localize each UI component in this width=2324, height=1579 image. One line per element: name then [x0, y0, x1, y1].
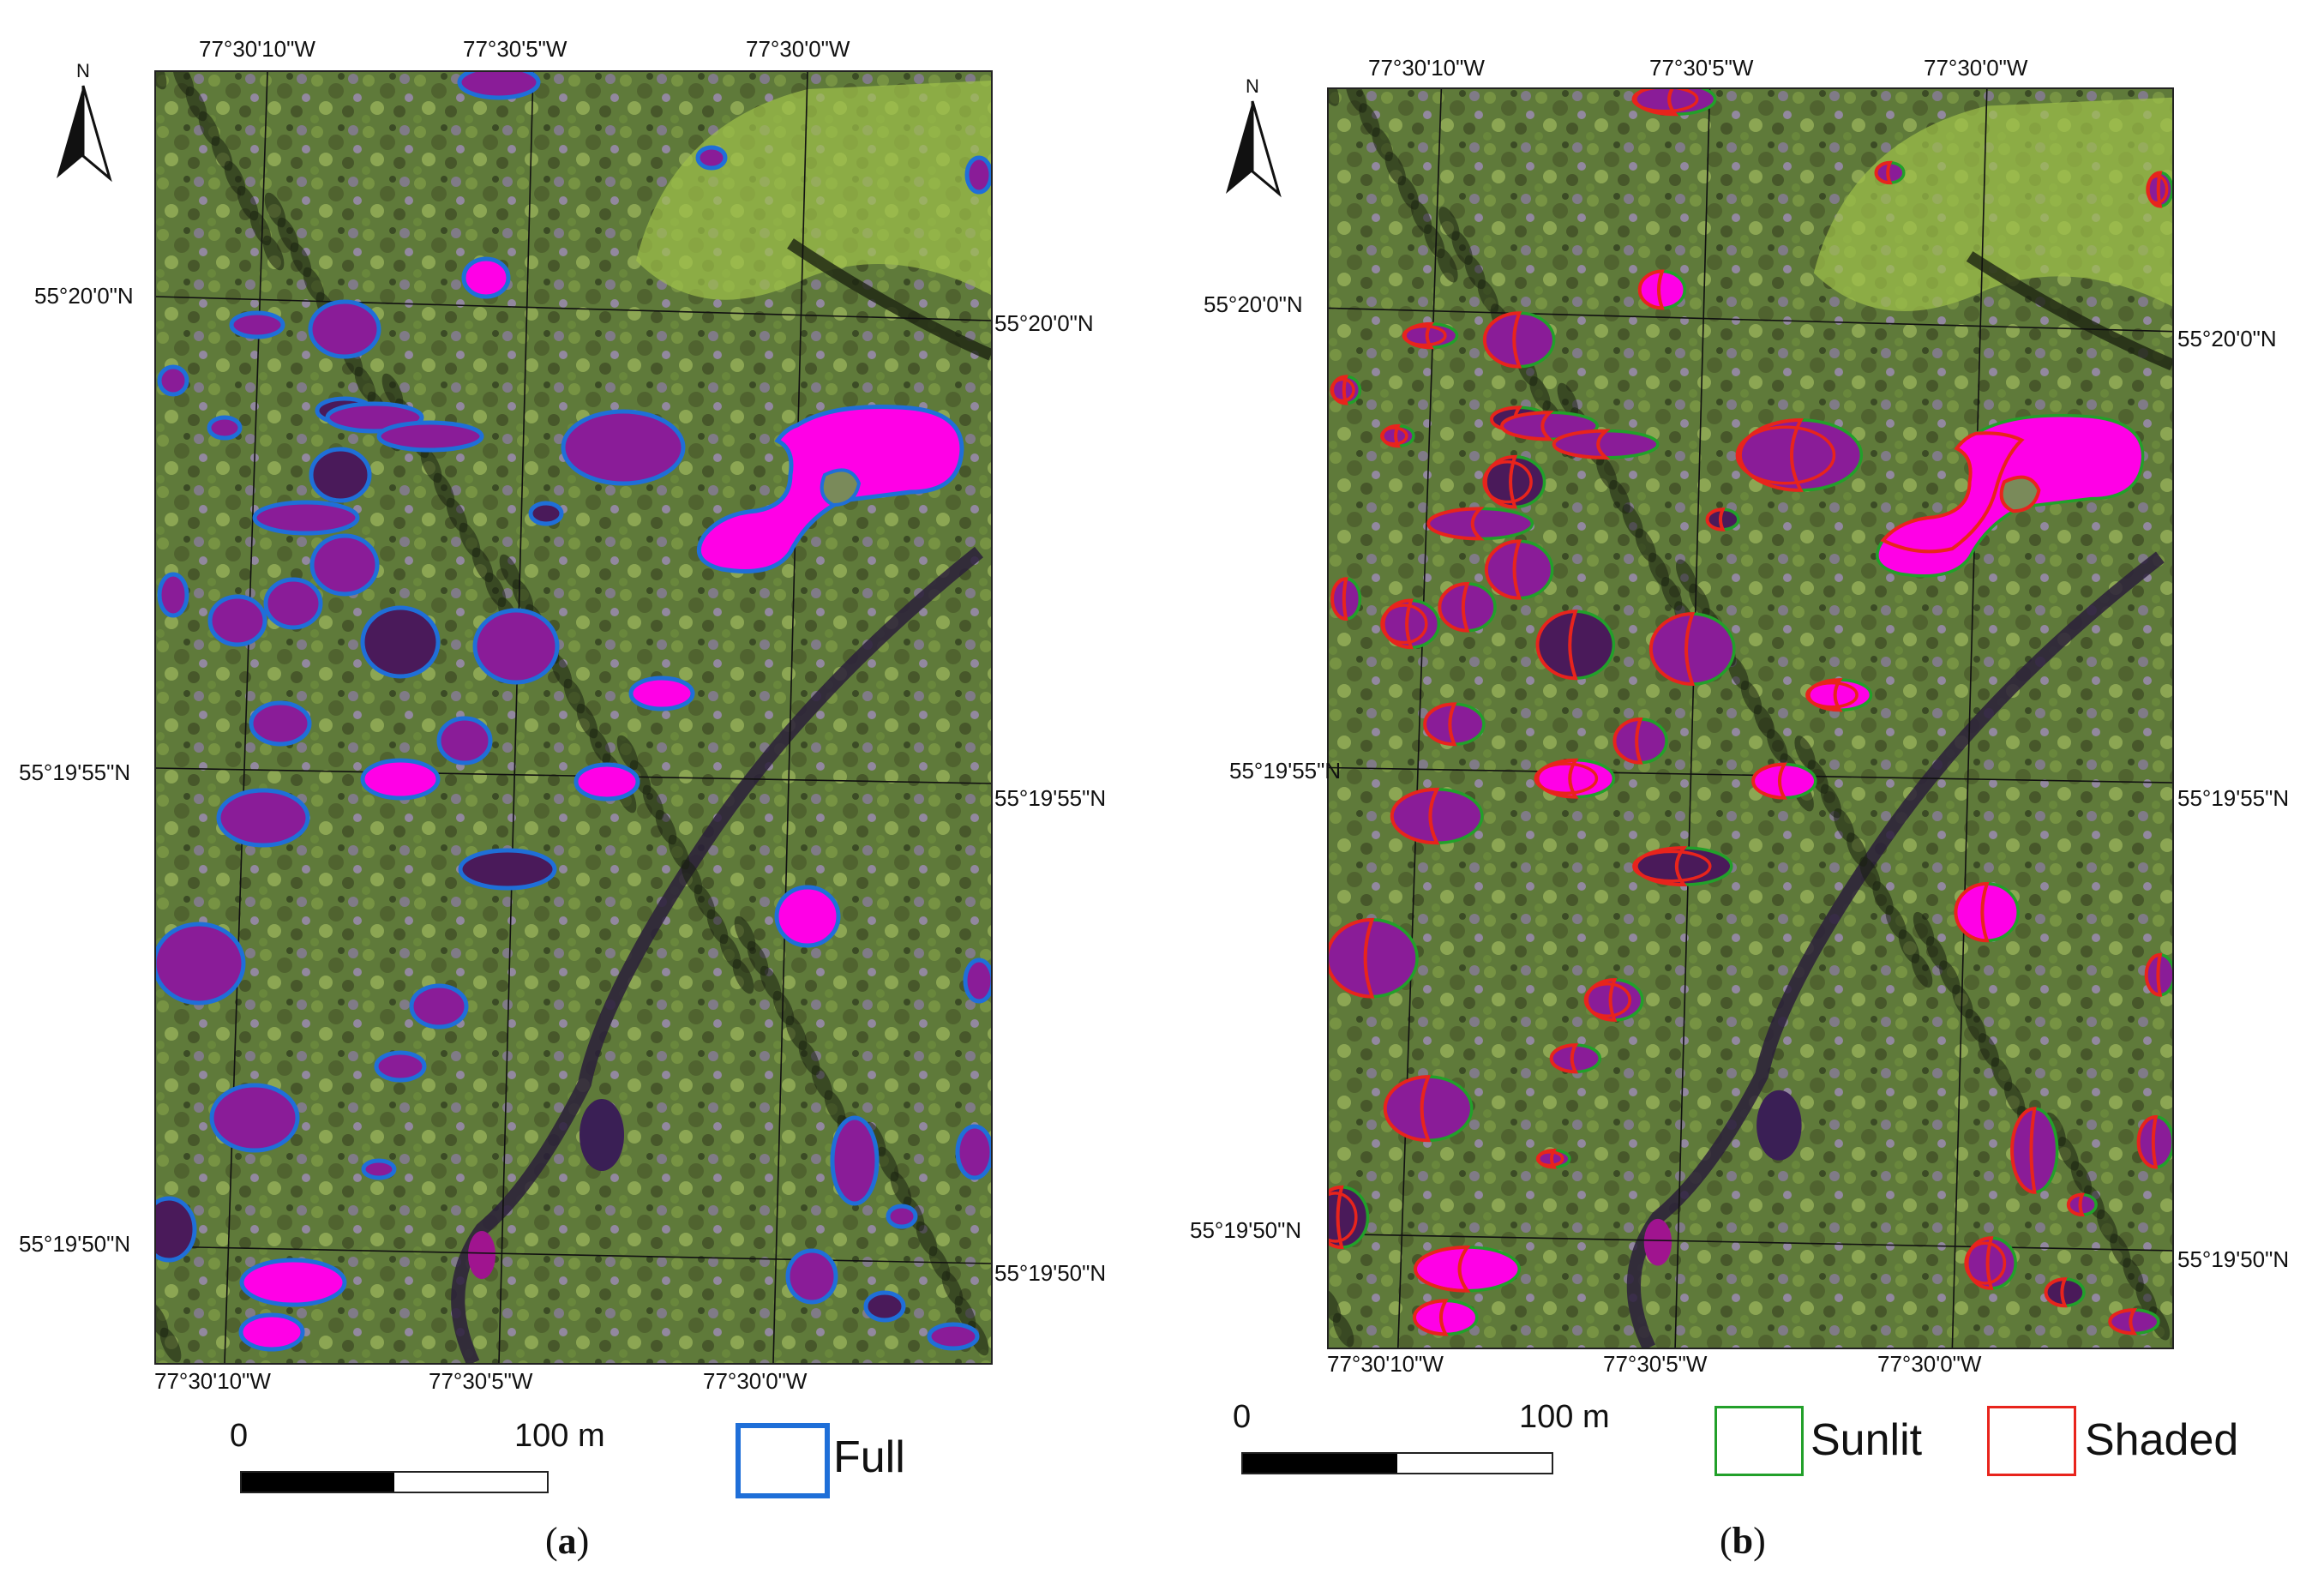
left-lat-label: 55°20'0"N	[1204, 291, 1303, 317]
top-lon-label: 77°30'10"W	[199, 36, 315, 62]
left-lat-label: 55°19'55"N	[19, 759, 131, 785]
scale-end-label: 100 m	[1519, 1399, 1610, 1435]
top-lon-label: 77°30'0"W	[746, 36, 850, 62]
legend-swatch-full	[736, 1423, 830, 1498]
map-b[interactable]	[1327, 87, 2174, 1349]
bottom-lon-label: 77°30'10"W	[1327, 1351, 1444, 1377]
right-lat-label: 55°19'50"N	[994, 1260, 1107, 1286]
scale-start-label: 0	[1233, 1399, 1252, 1435]
map-b-image	[1329, 89, 2172, 1348]
right-lat-label: 55°19'50"N	[2177, 1246, 2290, 1272]
caption-a: (a)	[545, 1520, 590, 1562]
left-lat-label: 55°19'55"N	[1229, 758, 1342, 783]
top-lon-label: 77°30'5"W	[1649, 55, 1754, 81]
legend-swatch-shaded	[1987, 1406, 2076, 1476]
top-lon-label: 77°30'10"W	[1368, 55, 1485, 81]
north-arrow-b: N	[1222, 75, 1282, 205]
legend-label-full: Full	[833, 1432, 905, 1482]
caption-b: (b)	[1720, 1520, 1766, 1562]
scale-bar-graphic	[1241, 1452, 1553, 1474]
left-lat-label: 55°19'50"N	[19, 1231, 131, 1257]
map-a-image	[156, 72, 991, 1363]
scale-bar-graphic	[240, 1471, 549, 1493]
north-label-a: N	[76, 60, 90, 81]
left-lat-label: 55°20'0"N	[34, 283, 134, 309]
north-arrow-a: N	[53, 60, 113, 189]
north-arrow-icon	[1226, 100, 1282, 198]
north-arrow-icon	[57, 85, 112, 183]
right-lat-label: 55°20'0"N	[2177, 326, 2277, 351]
north-label-b: N	[1246, 75, 1259, 97]
legend-label-sunlit: Sunlit	[1811, 1415, 1923, 1465]
legend-swatch-sunlit	[1714, 1406, 1804, 1476]
scale-start-label: 0	[230, 1418, 249, 1454]
left-lat-label: 55°19'50"N	[1190, 1217, 1302, 1243]
right-lat-label: 55°19'55"N	[994, 785, 1107, 811]
bottom-lon-label: 77°30'10"W	[154, 1368, 271, 1394]
bottom-lon-label: 77°30'5"W	[429, 1368, 533, 1394]
map-a[interactable]	[154, 70, 993, 1365]
legend-label-shaded: Shaded	[2085, 1415, 2239, 1465]
bottom-lon-label: 77°30'0"W	[1877, 1351, 1982, 1377]
bottom-lon-label: 77°30'5"W	[1603, 1351, 1708, 1377]
right-lat-label: 55°19'55"N	[2177, 785, 2290, 811]
right-lat-label: 55°20'0"N	[994, 310, 1094, 336]
bottom-lon-label: 77°30'0"W	[703, 1368, 808, 1394]
scale-end-label: 100 m	[514, 1418, 605, 1454]
top-lon-label: 77°30'0"W	[1924, 55, 2028, 81]
top-lon-label: 77°30'5"W	[463, 36, 567, 62]
